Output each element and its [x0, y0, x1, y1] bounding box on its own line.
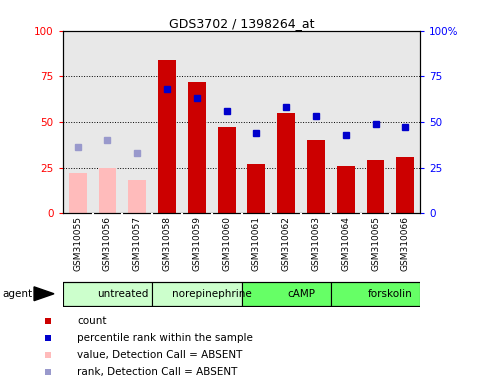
Text: percentile rank within the sample: percentile rank within the sample [77, 333, 253, 343]
Text: GSM310063: GSM310063 [312, 217, 320, 271]
Text: forskolin: forskolin [368, 289, 413, 299]
FancyBboxPatch shape [242, 282, 331, 306]
Bar [188, 82, 206, 213]
FancyBboxPatch shape [152, 282, 242, 306]
Bar [69, 173, 86, 213]
Text: cAMP: cAMP [287, 289, 315, 299]
Text: GSM310057: GSM310057 [133, 217, 142, 271]
Text: value, Detection Call = ABSENT: value, Detection Call = ABSENT [77, 350, 242, 360]
Text: GSM310066: GSM310066 [401, 217, 410, 271]
Text: norepinephrine: norepinephrine [172, 289, 252, 299]
Text: GSM310059: GSM310059 [192, 217, 201, 271]
Bar [337, 166, 355, 213]
Text: GSM310058: GSM310058 [163, 217, 171, 271]
Text: GSM310064: GSM310064 [341, 217, 350, 271]
Text: GDS3702 / 1398264_at: GDS3702 / 1398264_at [169, 17, 314, 30]
FancyBboxPatch shape [331, 282, 420, 306]
Bar [218, 127, 236, 213]
Bar [128, 180, 146, 213]
Bar [397, 157, 414, 213]
Text: agent: agent [2, 289, 32, 299]
Bar [307, 140, 325, 213]
Text: GSM310065: GSM310065 [371, 217, 380, 271]
Text: GSM310055: GSM310055 [73, 217, 82, 271]
Bar [277, 113, 295, 213]
FancyBboxPatch shape [63, 282, 152, 306]
Bar [99, 167, 116, 213]
Text: untreated: untreated [97, 289, 148, 299]
Text: GSM310056: GSM310056 [103, 217, 112, 271]
Polygon shape [34, 287, 54, 301]
Text: count: count [77, 316, 107, 326]
Bar [367, 160, 384, 213]
Text: GSM310060: GSM310060 [222, 217, 231, 271]
Bar [158, 60, 176, 213]
Text: rank, Detection Call = ABSENT: rank, Detection Call = ABSENT [77, 367, 238, 377]
Text: GSM310062: GSM310062 [282, 217, 291, 271]
Bar [247, 164, 265, 213]
Text: GSM310061: GSM310061 [252, 217, 261, 271]
